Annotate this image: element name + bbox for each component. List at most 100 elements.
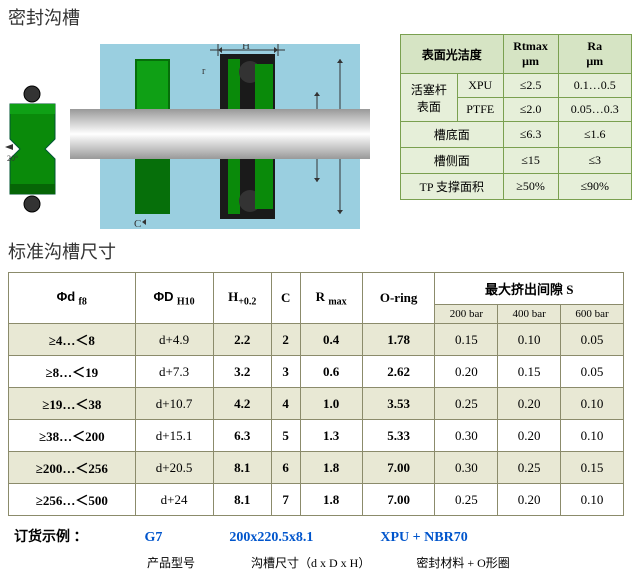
main-header-row: Φd f8 ΦD H10 H+0.2 C R max O-ring 最大挤出间隙… bbox=[9, 273, 624, 305]
cell: ≥19…＜38 bbox=[9, 388, 136, 420]
rod-surface-label: 活塞杆表面 bbox=[401, 74, 458, 122]
cell: 2 bbox=[271, 324, 300, 356]
technical-diagram: 20° H ∅ D ∅ d C bbox=[0, 34, 390, 234]
order-sub-mat: 密封材料 + O形圈 bbox=[416, 556, 509, 570]
cell: ≤2.5 bbox=[503, 74, 558, 98]
order-example-row: 订货示例 ： G7 200x220.5x8.1 XPU + NBR70 bbox=[0, 520, 632, 552]
cell: 槽侧面 bbox=[401, 148, 504, 174]
col-rtmax: Rtmaxμm bbox=[503, 35, 558, 74]
cell: 3.2 bbox=[213, 356, 271, 388]
surface-header-row: 表面光洁度 Rtmaxμm Raμm bbox=[401, 35, 632, 74]
col-ra: Raμm bbox=[558, 35, 631, 74]
cell: d+15.1 bbox=[135, 420, 213, 452]
cell: ≥8…＜19 bbox=[9, 356, 136, 388]
svg-text:H: H bbox=[242, 44, 250, 52]
cell: d+20.5 bbox=[135, 452, 213, 484]
surface-row-xpu: 活塞杆表面 XPU ≤2.5 0.1…0.5 bbox=[401, 74, 632, 98]
top-row: 20° H ∅ D ∅ d C bbox=[0, 34, 632, 234]
col-200bar: 200 bar bbox=[435, 305, 498, 324]
cell: ≤90% bbox=[558, 174, 631, 200]
order-material: XPU + NBR70 bbox=[380, 530, 467, 545]
table-row: ≥4…＜8d+4.92.220.41.780.150.100.05 bbox=[9, 324, 624, 356]
col-D: ΦD H10 bbox=[135, 273, 213, 324]
cell: 0.4 bbox=[300, 324, 362, 356]
cell: 2.2 bbox=[213, 324, 271, 356]
cell: 2.62 bbox=[362, 356, 435, 388]
cell: 5.33 bbox=[362, 420, 435, 452]
cell: 0.10 bbox=[561, 484, 624, 516]
cell: 0.1…0.5 bbox=[558, 74, 631, 98]
table-row: ≥38…＜200d+15.16.351.35.330.300.200.10 bbox=[9, 420, 624, 452]
svg-text:C: C bbox=[134, 218, 141, 229]
cell: 4 bbox=[271, 388, 300, 420]
col-oring: O-ring bbox=[362, 273, 435, 324]
cell: 0.10 bbox=[561, 420, 624, 452]
cell: 0.05 bbox=[561, 324, 624, 356]
seal-cross-section-icon: 20° bbox=[5, 84, 60, 214]
cell: 0.05 bbox=[561, 356, 624, 388]
cell: ≥200…＜256 bbox=[9, 452, 136, 484]
cell: XPU bbox=[457, 74, 503, 98]
cell: ≤2.0 bbox=[503, 98, 558, 122]
col-600bar: 600 bar bbox=[561, 305, 624, 324]
cell: 0.20 bbox=[498, 484, 561, 516]
section-title-std: 标准沟槽尺寸 bbox=[0, 234, 632, 268]
cell: ≤6.3 bbox=[503, 122, 558, 148]
cell: 7.00 bbox=[362, 452, 435, 484]
order-sub-model: 产品型号 bbox=[147, 556, 195, 570]
cell: 0.20 bbox=[435, 356, 498, 388]
order-sub-row: 产品型号 沟槽尺寸（d x D x H） 密封材料 + O形圈 bbox=[0, 552, 632, 579]
cell: 7 bbox=[271, 484, 300, 516]
cell: 1.78 bbox=[362, 324, 435, 356]
cell: 0.15 bbox=[561, 452, 624, 484]
cell: ≥256…＜500 bbox=[9, 484, 136, 516]
cell: 1.8 bbox=[300, 452, 362, 484]
cell: d+24 bbox=[135, 484, 213, 516]
cell: 1.8 bbox=[300, 484, 362, 516]
cell: ≤3 bbox=[558, 148, 631, 174]
col-C: C bbox=[271, 273, 300, 324]
cell: TP 支撑面积 bbox=[401, 174, 504, 200]
order-label: 订货示例 ： bbox=[14, 530, 88, 545]
cell: 0.25 bbox=[435, 484, 498, 516]
surface-row-bottom: 槽底面 ≤6.3 ≤1.6 bbox=[401, 122, 632, 148]
order-sub-dim: 沟槽尺寸（d x D x H） bbox=[251, 556, 370, 570]
cell: ≤15 bbox=[503, 148, 558, 174]
standard-groove-table: Φd f8 ΦD H10 H+0.2 C R max O-ring 最大挤出间隙… bbox=[8, 272, 624, 516]
cell: 0.10 bbox=[498, 324, 561, 356]
col-surface: 表面光洁度 bbox=[401, 35, 504, 74]
cell: PTFE bbox=[457, 98, 503, 122]
cell: 槽底面 bbox=[401, 122, 504, 148]
cell: 7.00 bbox=[362, 484, 435, 516]
cell: 0.30 bbox=[435, 420, 498, 452]
cell: 0.15 bbox=[435, 324, 498, 356]
cell: 8.1 bbox=[213, 484, 271, 516]
cell: ≤1.6 bbox=[558, 122, 631, 148]
cell: 0.6 bbox=[300, 356, 362, 388]
cell: 0.30 bbox=[435, 452, 498, 484]
cell: ≥50% bbox=[503, 174, 558, 200]
table-row: ≥200…＜256d+20.58.161.87.000.300.250.15 bbox=[9, 452, 624, 484]
table-row: ≥256…＜500d+248.171.87.000.250.200.10 bbox=[9, 484, 624, 516]
main-table-body: ≥4…＜8d+4.92.220.41.780.150.100.05≥8…＜19d… bbox=[9, 324, 624, 516]
cell: 6 bbox=[271, 452, 300, 484]
cell: d+10.7 bbox=[135, 388, 213, 420]
cell: 6.3 bbox=[213, 420, 271, 452]
cell: 0.05…0.3 bbox=[558, 98, 631, 122]
table-row: ≥8…＜19d+7.33.230.62.620.200.150.05 bbox=[9, 356, 624, 388]
cell: 0.15 bbox=[498, 356, 561, 388]
cell: 1.3 bbox=[300, 420, 362, 452]
cell: ≥38…＜200 bbox=[9, 420, 136, 452]
cell: 0.25 bbox=[435, 388, 498, 420]
piston-rod bbox=[70, 109, 370, 159]
cell: 0.20 bbox=[498, 388, 561, 420]
table-row: ≥19…＜38d+10.74.241.03.530.250.200.10 bbox=[9, 388, 624, 420]
col-d: Φd f8 bbox=[9, 273, 136, 324]
order-model: G7 bbox=[145, 530, 163, 545]
col-R: R max bbox=[300, 273, 362, 324]
cell: 1.0 bbox=[300, 388, 362, 420]
cell: 8.1 bbox=[213, 452, 271, 484]
cell: 3 bbox=[271, 356, 300, 388]
cell: d+7.3 bbox=[135, 356, 213, 388]
cell: 3.53 bbox=[362, 388, 435, 420]
